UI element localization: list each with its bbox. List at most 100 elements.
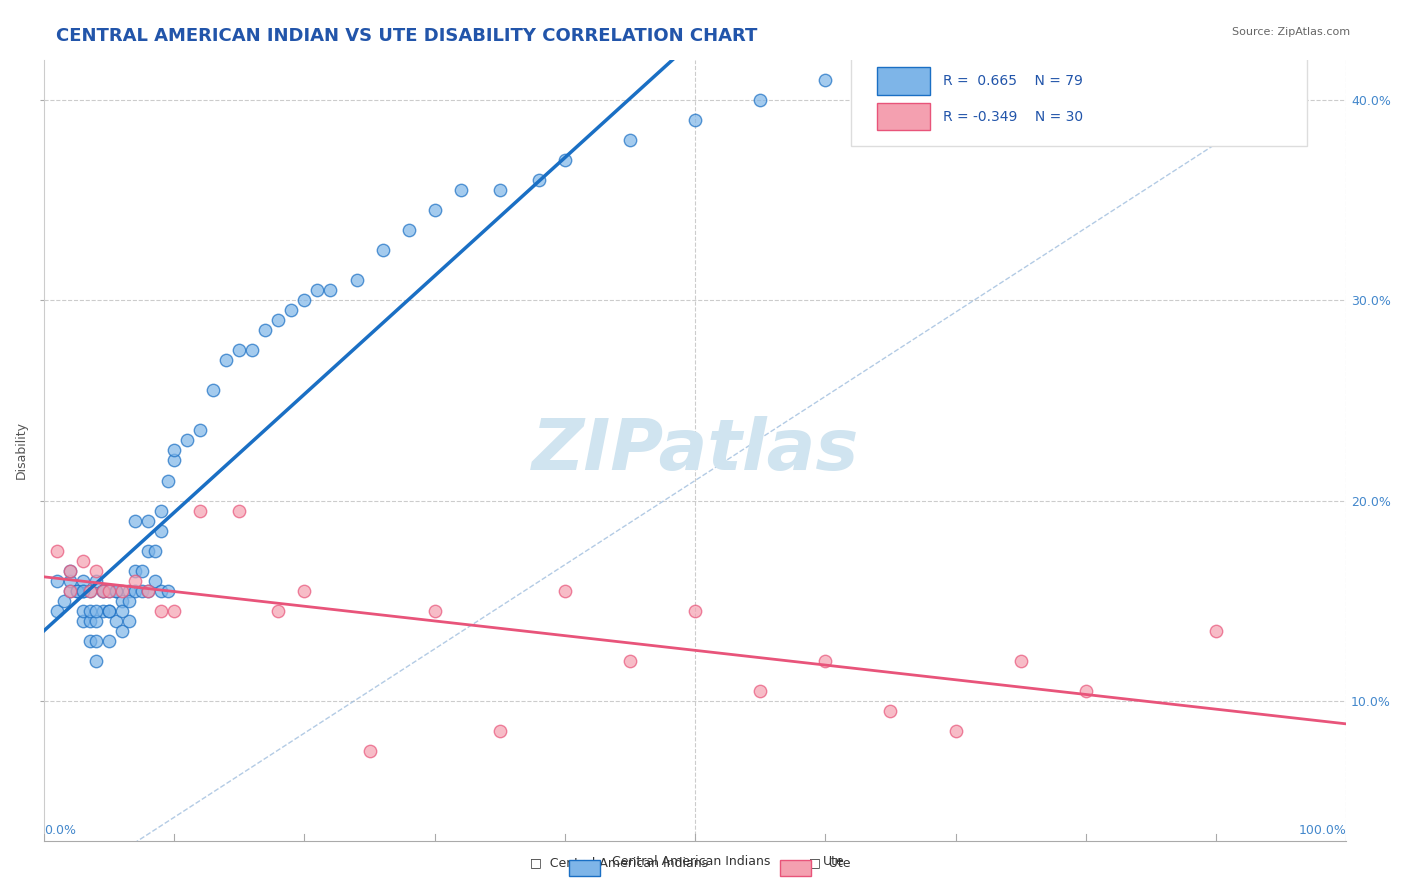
Text: Ute: Ute — [823, 855, 844, 868]
Point — [1074, 684, 1097, 698]
Point — [150, 583, 173, 598]
Point — [91, 583, 114, 598]
Point — [450, 183, 472, 197]
Point — [307, 283, 329, 297]
Point — [163, 443, 186, 458]
Point — [84, 654, 107, 668]
Point — [72, 554, 94, 568]
Point — [124, 583, 146, 598]
Point — [267, 313, 290, 327]
Point — [371, 243, 394, 257]
Point — [488, 724, 510, 739]
Point — [98, 604, 121, 618]
Text: 100.0%: 100.0% — [1298, 824, 1347, 837]
Point — [814, 654, 837, 668]
Point — [72, 583, 94, 598]
Point — [65, 583, 87, 598]
Point — [59, 583, 82, 598]
Point — [136, 543, 159, 558]
Point — [619, 654, 641, 668]
FancyBboxPatch shape — [852, 52, 1308, 145]
Point — [98, 604, 121, 618]
Point — [98, 583, 121, 598]
Point — [91, 604, 114, 618]
Point — [91, 583, 114, 598]
Point — [150, 604, 173, 618]
Point — [163, 453, 186, 467]
Point — [104, 583, 127, 598]
Point — [59, 574, 82, 588]
Point — [79, 633, 101, 648]
Point — [136, 583, 159, 598]
Point — [240, 343, 263, 358]
Point — [84, 604, 107, 618]
Point — [346, 273, 368, 287]
Point — [814, 72, 837, 87]
Point — [1205, 624, 1227, 638]
Point — [72, 614, 94, 628]
Point — [527, 173, 550, 187]
Y-axis label: Disability: Disability — [15, 421, 28, 480]
Text: 0.0%: 0.0% — [44, 824, 76, 837]
Point — [156, 583, 179, 598]
Bar — [877, 103, 929, 130]
Text: R =  0.665    N = 79: R = 0.665 N = 79 — [942, 75, 1083, 88]
Point — [104, 614, 127, 628]
Point — [136, 583, 159, 598]
Point — [294, 293, 316, 307]
Point — [280, 303, 302, 318]
Point — [156, 474, 179, 488]
Text: □  Ute: □ Ute — [808, 856, 851, 870]
Point — [879, 704, 901, 718]
Point — [111, 594, 134, 608]
Point — [72, 604, 94, 618]
Point — [59, 583, 82, 598]
Text: R = -0.349    N = 30: R = -0.349 N = 30 — [942, 110, 1083, 124]
Point — [228, 343, 250, 358]
Point — [945, 724, 967, 739]
Point — [398, 223, 420, 237]
Point — [683, 604, 706, 618]
Point — [59, 564, 82, 578]
Point — [98, 633, 121, 648]
Point — [749, 684, 772, 698]
Point — [188, 503, 211, 517]
Point — [65, 583, 87, 598]
Point — [84, 614, 107, 628]
Point — [59, 564, 82, 578]
Point — [176, 434, 198, 448]
Point — [124, 564, 146, 578]
Text: □  Central American Indians: □ Central American Indians — [530, 856, 707, 870]
Point — [84, 633, 107, 648]
Point — [46, 574, 69, 588]
Bar — [877, 68, 929, 95]
Point — [124, 574, 146, 588]
Point — [98, 583, 121, 598]
Point — [1010, 654, 1032, 668]
Point — [267, 604, 290, 618]
Point — [188, 424, 211, 438]
Point — [79, 583, 101, 598]
Point — [72, 574, 94, 588]
Point — [46, 543, 69, 558]
Point — [215, 353, 238, 368]
Point — [423, 604, 446, 618]
Point — [554, 153, 576, 167]
Point — [131, 583, 153, 598]
Point — [749, 93, 772, 107]
Text: ZIPatlas: ZIPatlas — [531, 416, 859, 485]
Point — [150, 524, 173, 538]
Text: Source: ZipAtlas.com: Source: ZipAtlas.com — [1232, 27, 1350, 37]
Point — [131, 564, 153, 578]
Point — [46, 604, 69, 618]
Point — [683, 112, 706, 127]
Point — [143, 574, 166, 588]
Point — [423, 202, 446, 217]
Point — [117, 583, 139, 598]
Point — [91, 583, 114, 598]
Point — [84, 564, 107, 578]
Point — [319, 283, 342, 297]
Point — [202, 384, 225, 398]
Point — [150, 503, 173, 517]
Point — [488, 183, 510, 197]
